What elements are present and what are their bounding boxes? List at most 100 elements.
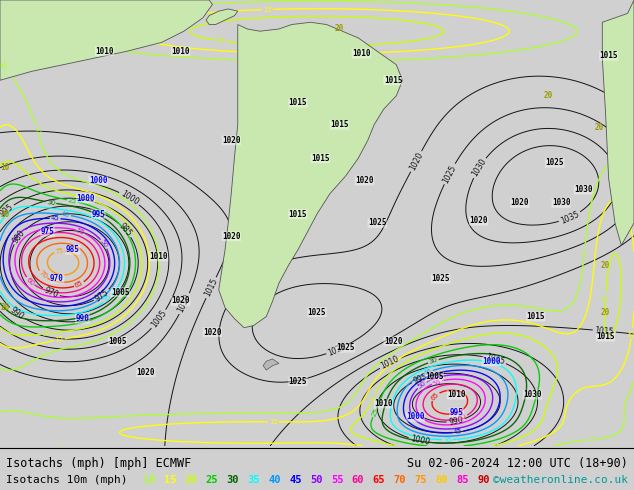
- Text: 1010: 1010: [352, 49, 371, 58]
- Text: 65: 65: [74, 280, 84, 289]
- Text: 985: 985: [66, 245, 80, 254]
- Text: 1015: 1015: [526, 312, 545, 321]
- Text: 1015: 1015: [594, 326, 614, 337]
- Text: 1030: 1030: [470, 157, 488, 178]
- Text: 10: 10: [143, 475, 155, 485]
- Text: 20: 20: [602, 293, 609, 302]
- Text: 980: 980: [11, 228, 27, 245]
- Text: 70: 70: [37, 270, 48, 280]
- Text: 60: 60: [25, 276, 36, 287]
- Text: 45: 45: [51, 215, 60, 221]
- Text: 1010: 1010: [374, 399, 393, 408]
- Text: 10: 10: [32, 124, 41, 135]
- Text: 1005: 1005: [150, 309, 169, 330]
- Text: 75: 75: [415, 475, 427, 485]
- Text: Isotachs 10m (mph): Isotachs 10m (mph): [6, 475, 128, 485]
- Text: 1015: 1015: [203, 277, 219, 298]
- Text: 1015: 1015: [596, 332, 615, 341]
- Text: 975: 975: [41, 227, 55, 236]
- Text: 20: 20: [1, 303, 10, 312]
- Text: 20: 20: [216, 37, 225, 45]
- Text: 1030: 1030: [574, 185, 593, 194]
- Text: 1025: 1025: [368, 219, 387, 227]
- Text: 10: 10: [1, 163, 10, 172]
- Text: 40: 40: [422, 368, 433, 377]
- Text: 1025: 1025: [336, 343, 355, 352]
- Text: 995: 995: [412, 372, 429, 386]
- Text: 20: 20: [595, 122, 604, 132]
- Polygon shape: [602, 0, 634, 245]
- Text: 20: 20: [601, 308, 610, 317]
- Text: 1010: 1010: [176, 293, 193, 314]
- Polygon shape: [206, 9, 238, 24]
- Text: 995: 995: [91, 210, 105, 219]
- Text: 25: 25: [205, 475, 218, 485]
- Polygon shape: [263, 359, 279, 370]
- Text: 75: 75: [55, 247, 64, 255]
- Text: 1025: 1025: [307, 308, 327, 317]
- Text: 50: 50: [310, 475, 323, 485]
- Text: 20: 20: [544, 91, 553, 100]
- Text: 1000: 1000: [119, 189, 140, 207]
- Text: 50: 50: [417, 380, 427, 390]
- Text: 1010: 1010: [95, 47, 114, 56]
- Text: Su 02-06-2024 12:00 UTC (18+90): Su 02-06-2024 12:00 UTC (18+90): [407, 457, 628, 470]
- Text: 90: 90: [477, 475, 490, 485]
- Text: 1015: 1015: [330, 121, 349, 129]
- Text: 1010: 1010: [171, 47, 190, 56]
- Text: 1010: 1010: [380, 355, 401, 371]
- Text: 60: 60: [352, 475, 365, 485]
- Text: 1000: 1000: [410, 434, 430, 447]
- Text: 1020: 1020: [222, 232, 241, 241]
- Text: 1025: 1025: [431, 274, 450, 283]
- Text: 20: 20: [335, 24, 344, 33]
- Text: 1025: 1025: [327, 342, 348, 358]
- Text: 970: 970: [42, 286, 60, 300]
- Text: 25: 25: [67, 197, 77, 205]
- Text: 25: 25: [370, 407, 380, 417]
- Text: 1030: 1030: [523, 390, 542, 399]
- Text: 20: 20: [601, 261, 610, 270]
- Text: 85: 85: [456, 475, 469, 485]
- Text: 1035: 1035: [559, 209, 581, 225]
- Text: 1005: 1005: [425, 372, 444, 381]
- Text: 1000: 1000: [89, 176, 108, 185]
- Text: 1005: 1005: [484, 352, 505, 367]
- Text: 1000: 1000: [482, 357, 501, 366]
- Text: 1020: 1020: [408, 151, 425, 172]
- Text: 55: 55: [75, 227, 86, 236]
- Text: 1010: 1010: [447, 390, 466, 399]
- Text: 45: 45: [453, 428, 463, 436]
- Text: 1005: 1005: [111, 288, 130, 296]
- Text: 10: 10: [587, 436, 597, 443]
- Text: 30: 30: [428, 357, 439, 366]
- Text: 20: 20: [42, 330, 51, 337]
- Text: 1020: 1020: [203, 328, 222, 337]
- Polygon shape: [0, 0, 212, 80]
- Text: 1015: 1015: [599, 51, 618, 60]
- Text: 1000: 1000: [406, 413, 425, 421]
- Text: 1020: 1020: [469, 216, 488, 225]
- Text: 20: 20: [368, 393, 378, 404]
- Text: 45: 45: [289, 475, 302, 485]
- Text: Isotachs (mph) [mph] ECMWF: Isotachs (mph) [mph] ECMWF: [6, 457, 191, 470]
- Text: 55: 55: [432, 378, 442, 387]
- Text: 70: 70: [394, 475, 406, 485]
- Text: 1030: 1030: [552, 198, 571, 207]
- Text: 55: 55: [331, 475, 344, 485]
- Text: 1010: 1010: [149, 252, 168, 261]
- Text: 40: 40: [61, 211, 70, 219]
- Text: 1000: 1000: [76, 194, 95, 203]
- Text: 995: 995: [0, 202, 15, 219]
- Text: 30: 30: [46, 199, 56, 206]
- Text: 15: 15: [55, 336, 64, 343]
- Text: 1015: 1015: [288, 98, 307, 107]
- Text: 20: 20: [184, 475, 197, 485]
- Text: 15: 15: [269, 419, 278, 425]
- Text: 15: 15: [164, 475, 176, 485]
- Text: 10: 10: [0, 60, 8, 71]
- Text: 990: 990: [75, 314, 89, 323]
- Text: 1025: 1025: [441, 163, 458, 184]
- Text: 40: 40: [268, 475, 281, 485]
- Text: 985: 985: [117, 221, 133, 238]
